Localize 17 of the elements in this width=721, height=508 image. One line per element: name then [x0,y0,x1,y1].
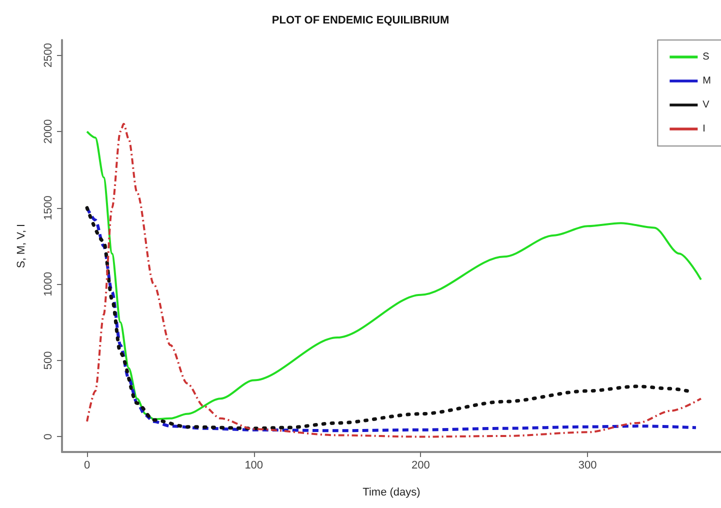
y-tick-label: 1000 [42,272,54,296]
y-tick-label: 0 [42,434,54,440]
legend-label: I [702,124,706,134]
y-tick-label: 2000 [42,119,54,144]
x-tick-label: 200 [412,460,430,472]
y-tick-label: 1500 [42,196,54,220]
legend-label: S [702,52,710,62]
y-tick-label: 2500 [42,43,54,68]
x-axis-title: Time (days) [362,486,420,498]
y-axis-title: S, M, V, I [16,224,28,268]
legend-label: M [702,76,712,86]
y-tick-label: 500 [42,351,54,370]
x-tick-label: 0 [84,460,90,472]
chart-title: PLOT OF ENDEMIC EQUILIBRIUM [272,14,450,26]
legend-label: V [702,100,710,110]
x-tick-label: 300 [578,460,597,472]
x-tick-label: 100 [244,460,264,472]
